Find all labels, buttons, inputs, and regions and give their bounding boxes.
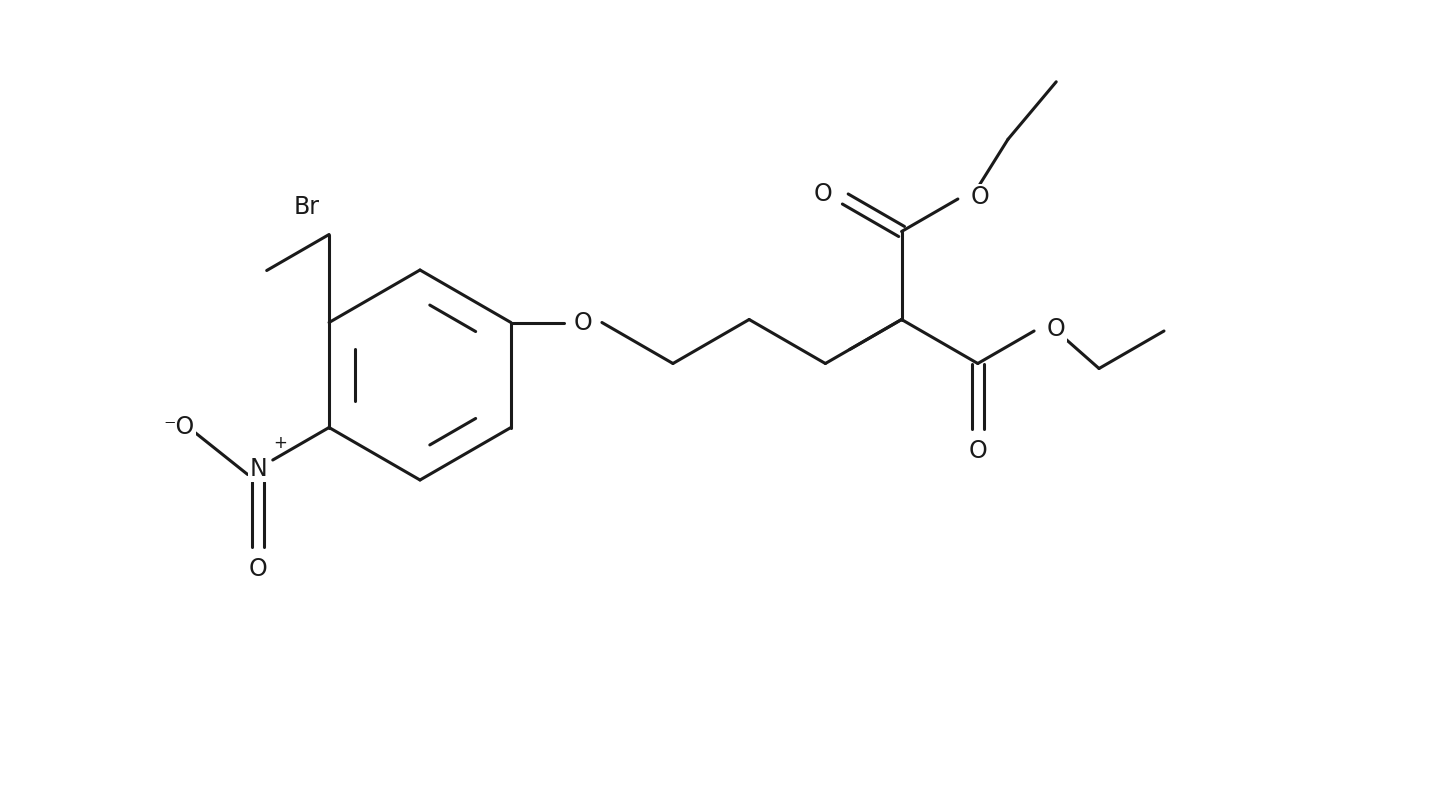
Text: O: O (970, 185, 989, 209)
Text: O: O (248, 557, 267, 580)
Text: O: O (574, 311, 592, 334)
Text: N: N (250, 457, 267, 480)
Text: O: O (968, 439, 987, 462)
Text: O: O (815, 182, 832, 206)
Text: Br: Br (295, 195, 319, 218)
Text: +: + (273, 433, 287, 451)
Text: O: O (1047, 317, 1066, 341)
Text: ⁻O: ⁻O (164, 415, 195, 439)
